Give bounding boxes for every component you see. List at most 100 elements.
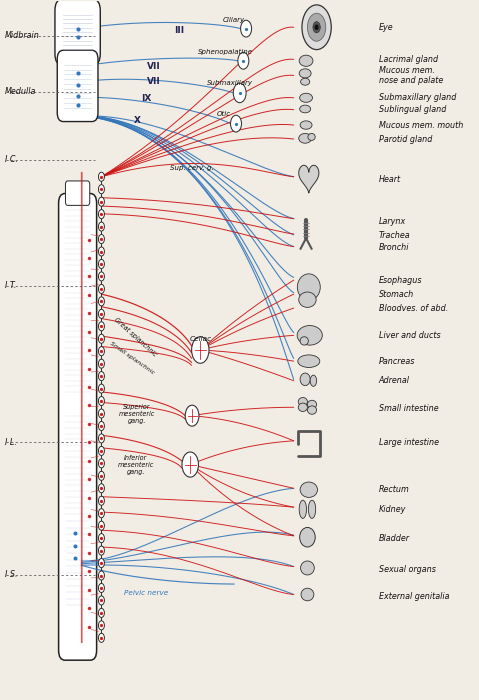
Circle shape	[313, 22, 320, 33]
Text: Parotid gland: Parotid gland	[379, 134, 432, 144]
Text: Midbrain: Midbrain	[5, 31, 40, 40]
Text: Ciliary: Ciliary	[223, 17, 245, 23]
Text: I L.: I L.	[5, 438, 17, 447]
Circle shape	[99, 596, 104, 605]
Text: External genitalia: External genitalia	[379, 592, 449, 601]
Text: Submaxillary gland: Submaxillary gland	[379, 93, 456, 102]
Text: Bladder: Bladder	[379, 534, 410, 543]
Circle shape	[99, 209, 104, 218]
Text: VII: VII	[147, 77, 161, 86]
Circle shape	[99, 509, 104, 518]
Circle shape	[192, 337, 209, 363]
Ellipse shape	[300, 105, 311, 113]
Circle shape	[99, 421, 104, 430]
Ellipse shape	[300, 527, 315, 547]
Text: Trachea: Trachea	[379, 231, 411, 240]
Ellipse shape	[299, 55, 313, 66]
Ellipse shape	[297, 274, 320, 300]
Text: Great splanchnic: Great splanchnic	[114, 316, 158, 358]
Ellipse shape	[300, 373, 310, 386]
Circle shape	[99, 172, 104, 181]
Circle shape	[99, 222, 104, 231]
Circle shape	[99, 384, 104, 393]
Text: Esophagus: Esophagus	[379, 276, 422, 285]
Text: Larynx: Larynx	[379, 217, 406, 226]
Circle shape	[99, 521, 104, 530]
Ellipse shape	[300, 93, 312, 102]
Text: Sup. cerv. g.: Sup. cerv. g.	[170, 165, 214, 172]
Circle shape	[99, 322, 104, 331]
Text: Submaxillary: Submaxillary	[206, 80, 252, 86]
Text: Otic: Otic	[217, 111, 231, 117]
FancyBboxPatch shape	[55, 0, 100, 65]
Circle shape	[233, 83, 246, 103]
Text: Bloodves. of abd.: Bloodves. of abd.	[379, 304, 448, 313]
Ellipse shape	[308, 500, 316, 519]
Text: VII: VII	[147, 62, 161, 71]
Ellipse shape	[299, 500, 307, 519]
Circle shape	[315, 25, 318, 29]
Ellipse shape	[299, 292, 316, 307]
Text: Pancreas: Pancreas	[379, 357, 415, 365]
Circle shape	[240, 20, 251, 37]
Ellipse shape	[298, 355, 320, 368]
Circle shape	[99, 634, 104, 643]
Text: Rectum: Rectum	[379, 485, 410, 494]
Ellipse shape	[301, 561, 314, 575]
Text: Superior
mesenteric
gang.: Superior mesenteric gang.	[119, 405, 155, 424]
Circle shape	[99, 309, 104, 318]
Circle shape	[99, 546, 104, 555]
Ellipse shape	[300, 337, 308, 345]
Text: Kidney: Kidney	[379, 505, 406, 514]
FancyBboxPatch shape	[58, 193, 97, 660]
Text: I T.: I T.	[5, 281, 16, 290]
Text: Adrenal: Adrenal	[379, 376, 410, 385]
Circle shape	[99, 346, 104, 356]
Text: Sphenopalatine: Sphenopalatine	[197, 49, 252, 55]
Text: I C.: I C.	[5, 155, 18, 164]
Text: Celiac: Celiac	[189, 335, 211, 342]
Circle shape	[99, 234, 104, 244]
Text: Pelvic nerve: Pelvic nerve	[124, 590, 169, 596]
Text: Liver and ducts: Liver and ducts	[379, 331, 441, 340]
Ellipse shape	[301, 588, 314, 601]
Text: Mucous mem.
nose and palate: Mucous mem. nose and palate	[379, 66, 443, 85]
Circle shape	[99, 434, 104, 443]
Text: Small intestine: Small intestine	[379, 404, 438, 413]
Circle shape	[99, 359, 104, 368]
Text: I S.: I S.	[5, 570, 18, 580]
Circle shape	[99, 471, 104, 480]
Text: Sexual organs: Sexual organs	[379, 565, 436, 574]
Circle shape	[99, 559, 104, 568]
Text: III: III	[174, 25, 184, 34]
Circle shape	[99, 260, 104, 269]
Ellipse shape	[310, 375, 317, 386]
Text: X: X	[134, 116, 141, 125]
Ellipse shape	[298, 403, 308, 412]
Ellipse shape	[300, 482, 318, 498]
Circle shape	[99, 571, 104, 580]
Ellipse shape	[300, 121, 312, 130]
Circle shape	[99, 533, 104, 542]
Polygon shape	[299, 165, 319, 193]
Circle shape	[99, 583, 104, 592]
Text: Eye: Eye	[379, 22, 393, 32]
Circle shape	[99, 409, 104, 418]
Circle shape	[99, 334, 104, 343]
Circle shape	[99, 272, 104, 281]
Circle shape	[99, 284, 104, 293]
Circle shape	[99, 396, 104, 405]
Circle shape	[99, 197, 104, 206]
Text: Inferior
mesenteric
gang.: Inferior mesenteric gang.	[117, 455, 154, 475]
Ellipse shape	[299, 69, 311, 78]
Text: Stomach: Stomach	[379, 290, 414, 299]
Text: Medulla: Medulla	[5, 87, 37, 96]
Text: IX: IX	[141, 94, 151, 103]
Text: Large intestine: Large intestine	[379, 438, 439, 447]
Circle shape	[99, 247, 104, 256]
Ellipse shape	[308, 406, 317, 414]
Circle shape	[182, 452, 198, 477]
Ellipse shape	[297, 326, 322, 345]
FancyBboxPatch shape	[66, 181, 90, 205]
Text: Mucous mem. mouth: Mucous mem. mouth	[379, 120, 463, 130]
